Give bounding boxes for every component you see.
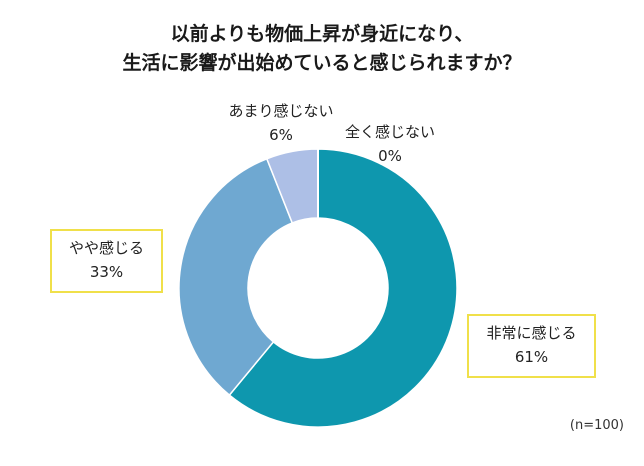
slice-label-somewhat-category: やや感じる (68, 239, 144, 257)
slice-label-not-at-all-category: 全く感じない (344, 123, 435, 141)
slice-label-not-at-all-value: 0% (378, 147, 402, 165)
slice-label-not-at-all: 全く感じない 0% (332, 120, 448, 168)
slice-label-somewhat-not-category: あまり感じない (228, 102, 334, 120)
slice-label-somewhat: やや感じる 33% (50, 229, 163, 293)
sample-size-note: (n=100) (569, 418, 624, 433)
slice-label-somewhat-not-value: 6% (269, 126, 293, 144)
donut-slices (178, 148, 458, 428)
slice-label-somewhat-value: 33% (89, 263, 124, 281)
slice-somewhat (178, 157, 294, 397)
slice-very (228, 148, 458, 428)
slice-label-somewhat-not: あまり感じない 6% (215, 99, 347, 147)
slice-label-very-value: 61% (514, 348, 549, 366)
slice-label-very: 非常に感じる 61% (467, 314, 596, 378)
chart-title-block: 以前よりも物価上昇が身近になり、 生活に影響が出始めていると感じられますか？ (0, 20, 644, 78)
chart-subtitle: 生活に影響が出始めていると感じられますか？ (122, 52, 522, 74)
chart-title: 以前よりも物価上昇が身近になり、 (170, 23, 474, 45)
slice-label-very-category: 非常に感じる (486, 324, 577, 342)
